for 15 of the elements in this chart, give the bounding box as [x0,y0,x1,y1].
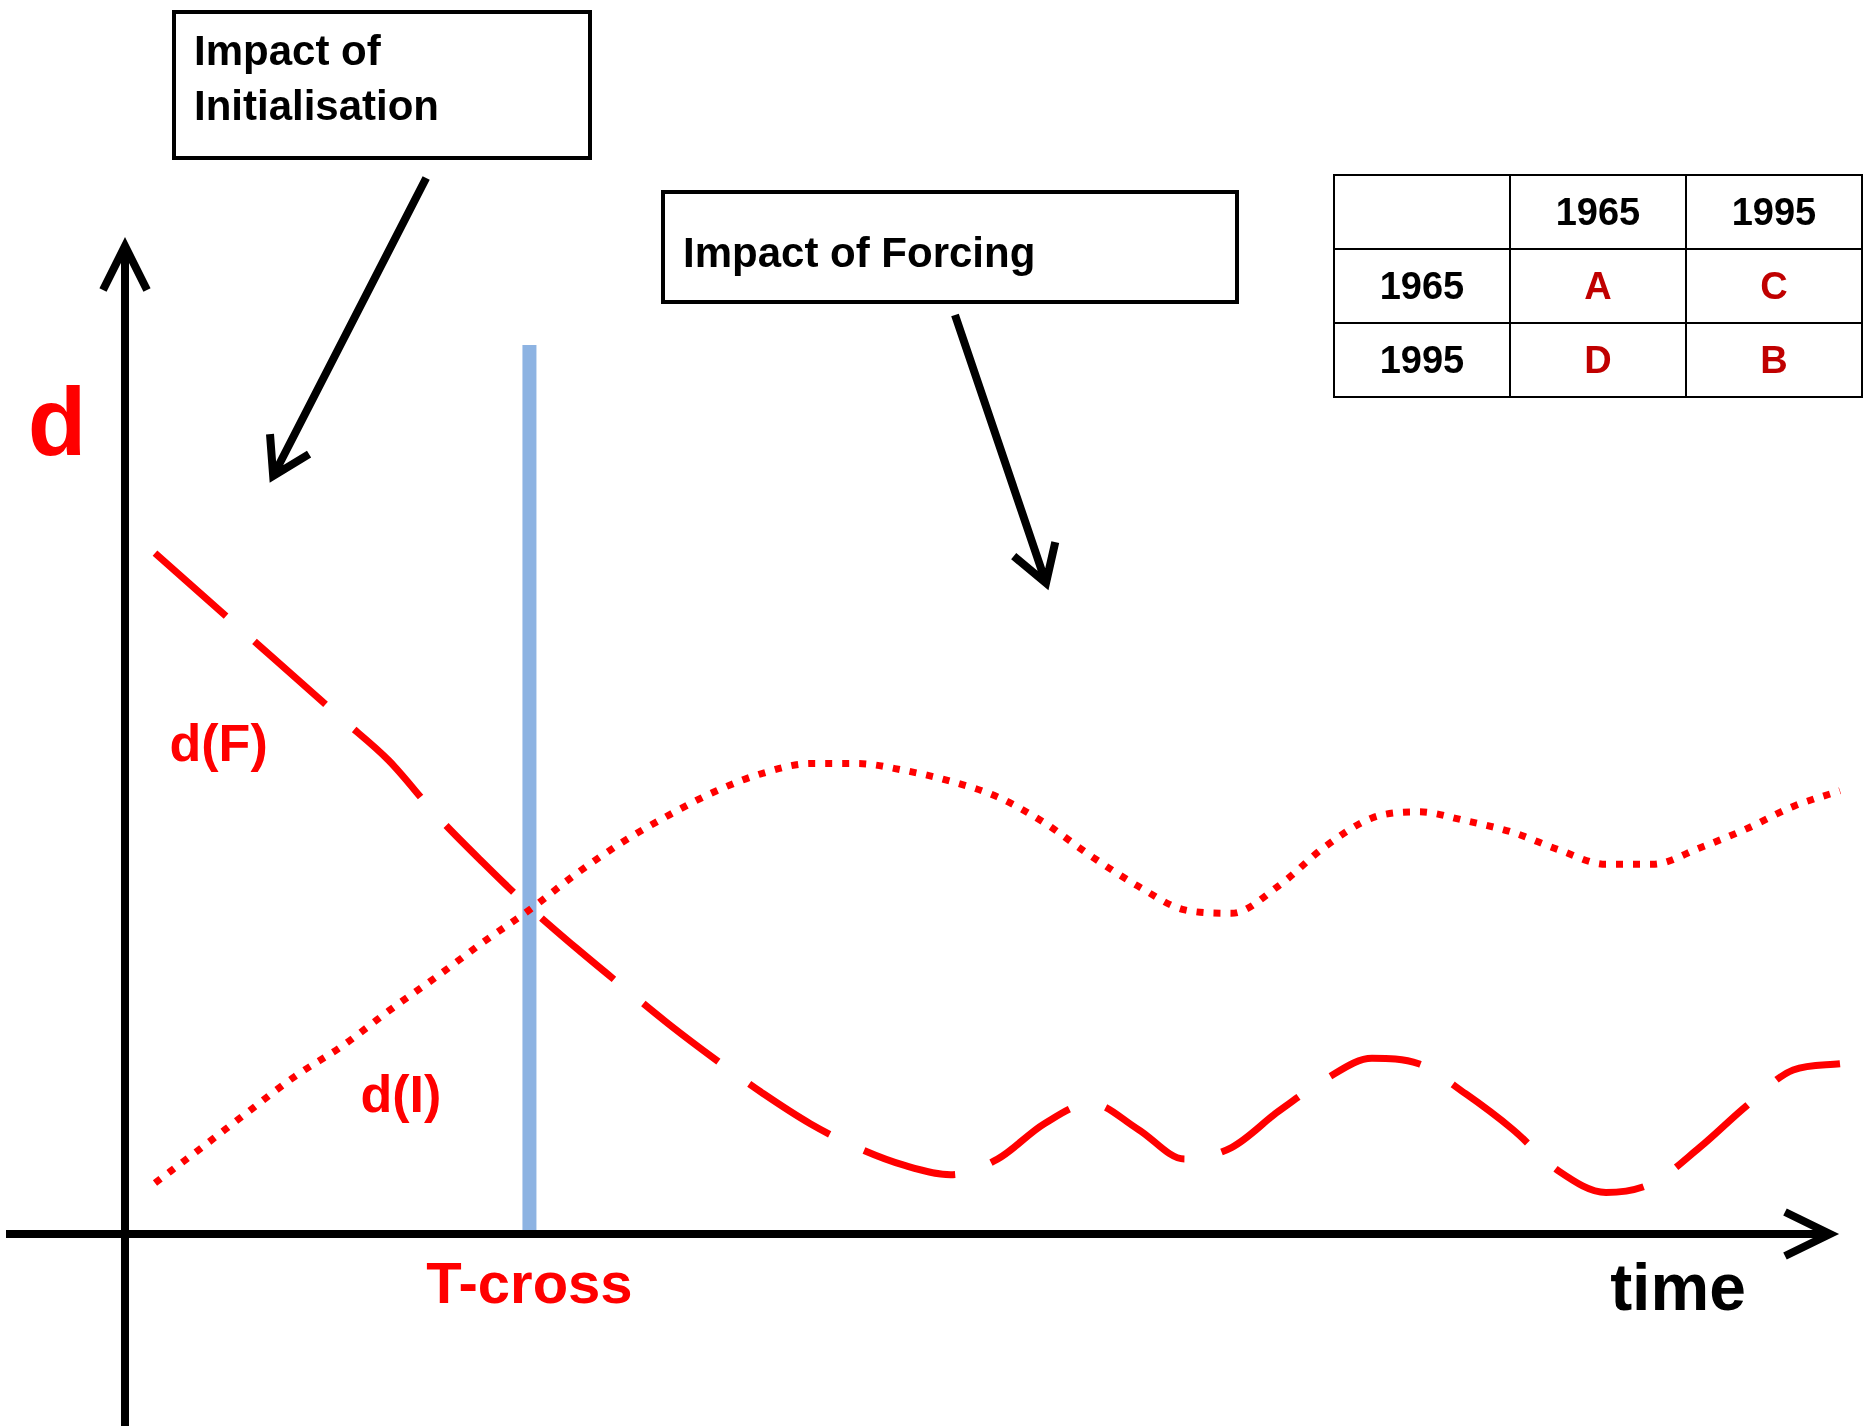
category-label: 1995 [1686,175,1862,249]
series-label: d(F) [169,714,268,773]
text: Impact of Forcing [661,190,1239,304]
category-label: 1965 [1379,264,1465,307]
text: B [1760,338,1788,381]
category-label: 1965 [1510,175,1686,249]
category-label: 1995 [1379,338,1465,381]
text: A [1584,264,1612,307]
y-axis-title: d [27,368,87,475]
series-label: d(I) [360,1065,442,1124]
text: Impact of Initialisation [172,10,592,160]
text: T-cross [426,1250,633,1315]
text: C [1760,264,1788,307]
text: D [1584,338,1612,381]
x-axis-title: time [1610,1250,1746,1324]
